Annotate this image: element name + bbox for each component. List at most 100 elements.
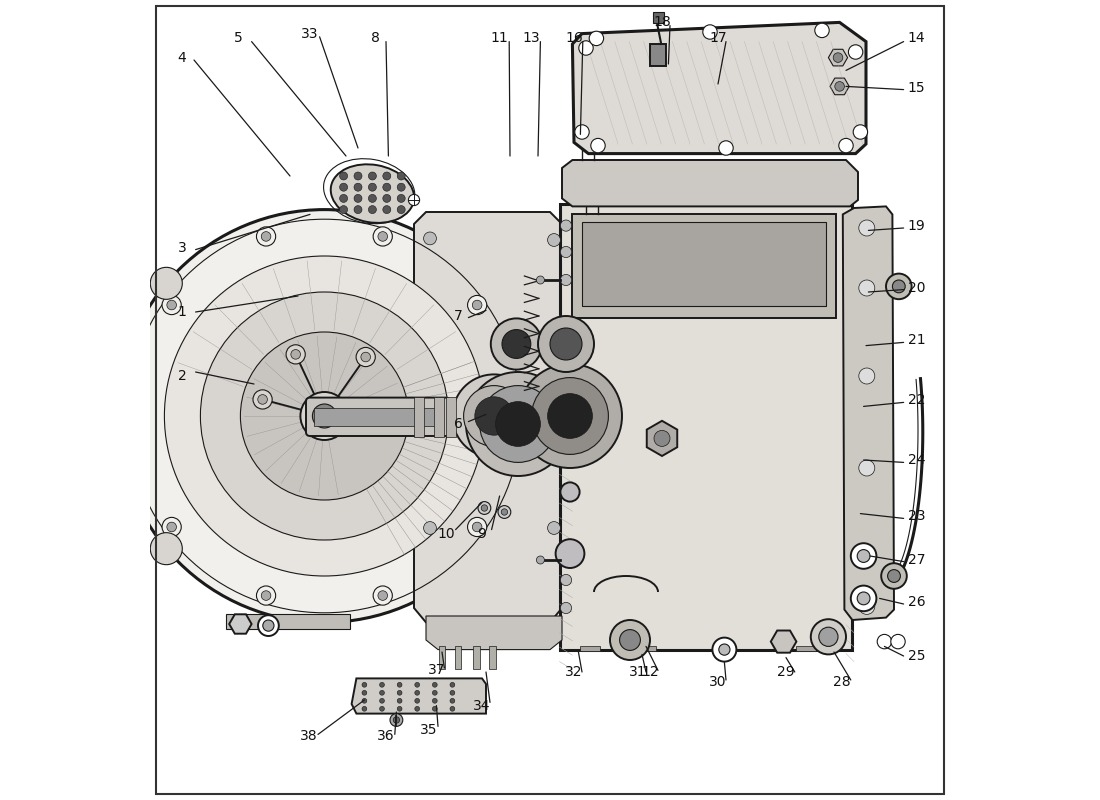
Circle shape <box>452 374 536 458</box>
Circle shape <box>654 430 670 446</box>
Polygon shape <box>562 160 858 206</box>
Circle shape <box>162 518 182 537</box>
Circle shape <box>850 543 877 569</box>
Circle shape <box>718 141 734 155</box>
Circle shape <box>378 590 387 600</box>
Circle shape <box>888 570 901 582</box>
Circle shape <box>241 332 408 500</box>
Text: 32: 32 <box>565 665 583 679</box>
Circle shape <box>833 53 843 62</box>
Circle shape <box>610 620 650 660</box>
Text: 28: 28 <box>833 674 850 689</box>
Circle shape <box>548 234 560 246</box>
Text: 35: 35 <box>420 722 437 737</box>
Text: 27: 27 <box>908 553 925 567</box>
Bar <box>446 397 455 437</box>
Circle shape <box>504 406 522 426</box>
Circle shape <box>502 330 531 358</box>
Circle shape <box>575 125 590 139</box>
Circle shape <box>167 522 176 532</box>
Circle shape <box>262 232 271 242</box>
Circle shape <box>340 183 348 191</box>
Circle shape <box>256 586 276 605</box>
Text: 10: 10 <box>437 527 454 542</box>
Ellipse shape <box>331 164 414 223</box>
Circle shape <box>362 706 366 711</box>
Text: 33: 33 <box>301 26 319 41</box>
Circle shape <box>286 345 306 364</box>
Circle shape <box>408 194 419 206</box>
Circle shape <box>424 522 437 534</box>
Circle shape <box>383 194 390 202</box>
Text: 3: 3 <box>177 241 186 255</box>
Circle shape <box>383 172 390 180</box>
Circle shape <box>126 406 145 426</box>
Text: eurospares: eurospares <box>558 322 734 350</box>
Bar <box>473 646 480 669</box>
Bar <box>796 646 815 651</box>
Circle shape <box>468 518 486 537</box>
Circle shape <box>167 300 176 310</box>
Text: eurospares: eurospares <box>239 322 414 350</box>
Text: 2: 2 <box>177 369 186 383</box>
Text: 5: 5 <box>233 31 242 46</box>
Circle shape <box>537 276 544 284</box>
Text: eurospares: eurospares <box>239 482 414 510</box>
Circle shape <box>537 556 544 564</box>
Text: 4: 4 <box>177 50 186 65</box>
Circle shape <box>362 682 366 687</box>
Text: 15: 15 <box>908 81 925 95</box>
Text: 31: 31 <box>629 665 647 679</box>
Circle shape <box>131 411 141 421</box>
Bar <box>439 646 446 669</box>
Circle shape <box>424 232 437 245</box>
Text: 24: 24 <box>908 453 925 467</box>
Circle shape <box>450 706 454 711</box>
Circle shape <box>468 295 486 314</box>
Circle shape <box>560 482 580 502</box>
Circle shape <box>478 502 491 514</box>
Circle shape <box>432 690 437 695</box>
Text: 16: 16 <box>565 31 583 46</box>
Circle shape <box>397 690 401 695</box>
Circle shape <box>290 350 300 359</box>
Text: 26: 26 <box>908 594 925 609</box>
Circle shape <box>368 206 376 214</box>
Text: 37: 37 <box>428 663 446 678</box>
Circle shape <box>383 183 390 191</box>
Circle shape <box>496 402 540 446</box>
Circle shape <box>859 598 874 614</box>
Circle shape <box>450 682 454 687</box>
Circle shape <box>548 386 560 398</box>
Circle shape <box>415 706 419 711</box>
Circle shape <box>397 183 405 191</box>
Bar <box>716 646 736 651</box>
Bar <box>572 214 836 318</box>
Text: 36: 36 <box>377 729 395 743</box>
Circle shape <box>432 682 437 687</box>
Polygon shape <box>352 678 486 714</box>
Circle shape <box>397 698 401 703</box>
Circle shape <box>257 394 267 404</box>
Circle shape <box>368 172 376 180</box>
Bar <box>582 222 826 306</box>
Circle shape <box>340 206 348 214</box>
Circle shape <box>472 522 482 532</box>
Circle shape <box>548 522 560 534</box>
Bar <box>314 408 442 426</box>
Circle shape <box>397 206 405 214</box>
Text: 29: 29 <box>778 665 795 679</box>
Circle shape <box>713 638 736 662</box>
Circle shape <box>560 274 572 286</box>
Text: 25: 25 <box>908 649 925 663</box>
Circle shape <box>379 682 384 687</box>
Circle shape <box>475 397 514 435</box>
Circle shape <box>857 592 870 605</box>
Circle shape <box>891 634 905 649</box>
Circle shape <box>560 546 572 558</box>
Text: 38: 38 <box>299 729 317 743</box>
Circle shape <box>164 256 484 576</box>
Circle shape <box>560 246 572 258</box>
Circle shape <box>415 698 419 703</box>
Circle shape <box>118 210 531 622</box>
